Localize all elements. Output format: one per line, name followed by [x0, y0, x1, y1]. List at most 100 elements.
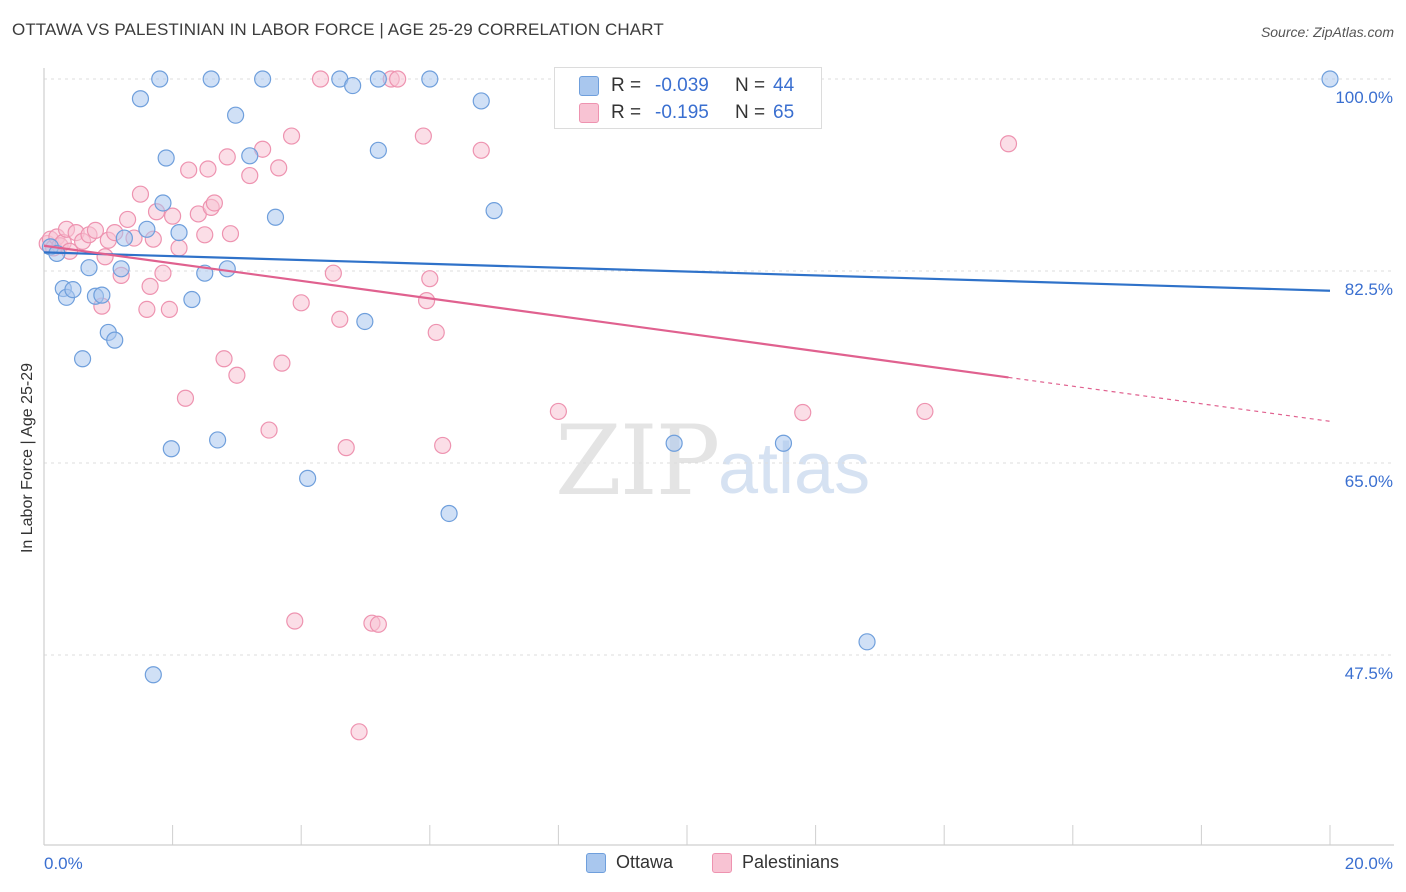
palestinians-point — [417, 292, 436, 310]
palestinians-point — [999, 135, 1018, 153]
palestinians-point — [241, 166, 259, 185]
ottawa-point — [144, 666, 162, 684]
palestinians-point — [794, 403, 812, 422]
ottawa-point — [356, 312, 374, 331]
palestinians-point — [138, 300, 156, 318]
ottawa-point — [344, 76, 362, 95]
ottawa-point — [151, 70, 169, 88]
palestinians-point — [228, 366, 246, 384]
palestinians-point — [96, 248, 114, 266]
n-label: N = — [735, 102, 766, 123]
palestinians-point — [427, 323, 445, 342]
ottawa-point — [227, 106, 245, 124]
palestinians-point — [472, 141, 490, 159]
ottawa-point — [241, 147, 259, 165]
ottawa-point — [485, 202, 503, 220]
ottawa-point — [93, 286, 111, 304]
palestinians-point — [311, 70, 330, 88]
palestinians-point — [160, 300, 178, 318]
watermark-atlas: atlas — [718, 429, 871, 509]
ottawa-point — [299, 469, 317, 487]
watermark-zip: ZIP — [555, 405, 720, 517]
ottawa-point — [115, 229, 133, 247]
ottawa-point — [64, 281, 82, 299]
ottawa-point — [1321, 70, 1339, 88]
palestinians-point — [131, 185, 150, 203]
palestinians-trend-line — [43, 244, 1009, 379]
x-tick-label: 20.0% — [1345, 854, 1393, 873]
r-label: R = — [611, 75, 642, 96]
ottawa-point — [266, 208, 285, 226]
ottawa-point — [183, 290, 201, 309]
palestinians-point — [164, 207, 182, 225]
palestinians-point — [141, 277, 159, 295]
series-legend: Ottawa Palestinians — [0, 852, 1406, 876]
palestinians-point — [292, 294, 310, 312]
palestinians-point — [260, 421, 278, 439]
ottawa-swatch — [579, 76, 599, 96]
ottawa-point — [73, 350, 92, 368]
ottawa-point — [421, 70, 439, 88]
ottawa-point — [202, 70, 220, 88]
y-tick-label: 47.5% — [1345, 664, 1393, 683]
ottawa-point — [472, 92, 490, 110]
y-tick-label: 100.0% — [1335, 88, 1393, 107]
palestinians-point — [389, 70, 407, 88]
ottawa-trend-line — [43, 251, 1331, 292]
legend-item-palestinians[interactable]: Palestinians — [712, 852, 839, 873]
ottawa-point — [665, 434, 683, 452]
ottawa-point — [162, 440, 180, 458]
ottawa-point — [774, 434, 793, 452]
legend-item-ottawa[interactable]: Ottawa — [586, 852, 673, 873]
palestinians-point — [337, 439, 355, 457]
palestinians-point — [170, 239, 188, 257]
legend-row-palestinians: R = -0.195 N = 65 — [579, 101, 794, 125]
palestinians-point — [270, 159, 288, 177]
palestinians-point — [273, 354, 291, 372]
palestinians-point — [414, 127, 432, 145]
ottawa-point — [80, 259, 98, 277]
ottawa-point — [254, 70, 272, 88]
palestinians-point — [434, 436, 452, 455]
palestinians-point — [118, 210, 137, 229]
ottawa-point — [369, 141, 387, 159]
palestinians-point — [324, 264, 342, 282]
ottawa-point — [154, 194, 172, 212]
palestinians-point — [154, 264, 172, 282]
ottawa-legend-label: Ottawa — [616, 852, 674, 872]
palestinians-point — [205, 194, 223, 212]
ottawa-point — [106, 331, 124, 349]
palestinians-n-value: 65 — [773, 102, 795, 123]
palestinians-point — [218, 148, 236, 166]
palestinians-point — [331, 310, 349, 328]
palestinians-point — [180, 161, 198, 179]
ottawa-legend-swatch — [586, 852, 606, 873]
palestinians-swatch — [579, 103, 599, 123]
palestinians-point — [549, 402, 568, 421]
palestinians-legend-label: Palestinians — [742, 852, 840, 872]
ottawa-n-value: 44 — [773, 75, 795, 96]
palestinians-point — [421, 270, 439, 288]
ottawa-point — [209, 431, 227, 449]
palestinians-point — [369, 615, 387, 633]
ottawa-point — [440, 504, 458, 523]
palestinians-point — [196, 226, 214, 244]
y-axis-label: In Labor Force | Age 25-29 — [19, 362, 36, 554]
ottawa-point — [138, 220, 156, 238]
source-label: Source: ZipAtlas.com — [1260, 24, 1394, 40]
palestinians-r-value: -0.195 — [655, 102, 709, 123]
stats-legend: R = -0.039 N = 44 R = -0.195 N = 65 — [554, 67, 822, 129]
y-tick-label: 82.5% — [1345, 280, 1393, 299]
chart-title: OTTAWA VS PALESTINIAN IN LABOR FORCE | A… — [12, 20, 664, 39]
palestinians-trend-extension — [1008, 376, 1331, 422]
ottawa-point — [112, 260, 130, 278]
legend-row-ottawa: R = -0.039 N = 44 — [579, 74, 794, 98]
palestinians-point — [176, 389, 195, 407]
ottawa-point — [157, 149, 175, 167]
n-label: N = — [735, 75, 766, 96]
ottawa-point — [858, 633, 876, 651]
palestinians-point — [282, 127, 301, 145]
ottawa-r-value: -0.039 — [655, 75, 709, 96]
ottawa-point — [131, 90, 150, 108]
